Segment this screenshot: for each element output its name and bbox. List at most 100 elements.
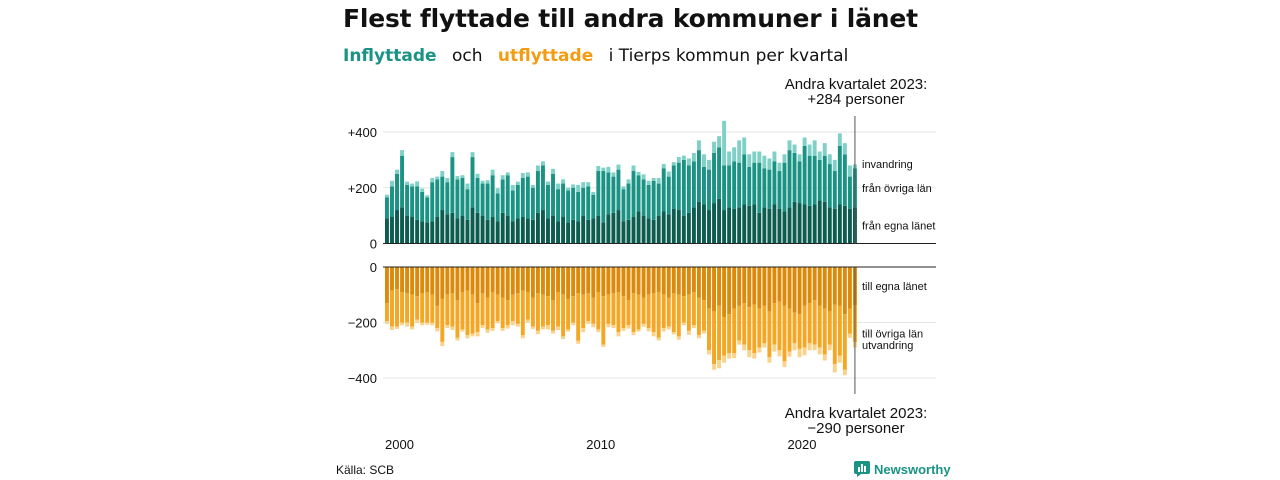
outflow-bar-emigration [460,329,465,332]
inflow-bar-emigration [646,180,651,185]
inflow-bar-emigration [727,151,732,166]
outflow-bar-other_county [792,312,797,344]
inflow-bar-own_county [631,217,636,244]
outflow-bar-own_county [410,267,415,295]
inflow-bar-other_county [837,145,842,205]
inflow-bar-own_county [832,208,837,244]
outflow-bar-own_county [827,267,832,312]
outflow-bar-emigration [656,337,661,341]
outflow-bar-own_county [430,267,435,295]
inflow-bar-emigration [832,159,837,172]
outflow-bar-own_county [470,267,475,295]
inflow-bar-emigration [712,141,716,153]
outflow-bar-other_county [707,308,711,351]
inflow-bar-own_county [777,208,782,244]
outflow-bar-emigration [465,334,470,339]
inflow-bar-emigration [696,140,701,151]
newsworthy-logo[interactable]: Newsworthy [854,461,951,477]
outflow-bar-other_county [641,297,646,324]
inflow-bar-emigration [465,183,470,190]
outflow-bar-other_county [762,305,767,344]
chart-subtitle: Inflyttade och utflyttade i Tierps kommu… [343,46,858,66]
inflow-bar-emigration [777,162,782,172]
inflow-bar-own_county [696,201,701,244]
outflow-bar-emigration [440,341,445,347]
inflow-bar-other_county [556,189,561,222]
inflow-bar-other_county [696,150,701,202]
outflow-bar-own_county [530,267,535,298]
subtitle-och: och [451,46,483,66]
outflow-bar-other_county [591,297,596,324]
inflow-bar-emigration [737,140,742,163]
outflow-bar-other_county [546,296,550,326]
outflow-bar-other_county [696,297,701,335]
inflow-bar-emigration [666,171,671,177]
inflow-bar-emigration [611,172,616,177]
outflow-bar-emigration [556,326,561,330]
inflow-bar-emigration [520,172,525,178]
inflow-bar-emigration [641,174,646,180]
y-tick-label-outflow: −400 [348,371,377,386]
outflow-bar-emigration [767,357,772,363]
inflow-bar-other_county [611,176,616,213]
outflow-bar-emigration [762,343,767,348]
outflow-bar-own_county [616,267,621,292]
inflow-bar-other_county [576,191,581,222]
outflow-bar-own_county [696,267,701,298]
outflow-bar-own_county [420,267,425,294]
outflow-bar-other_county [717,305,722,360]
outflow-bar-other_county [767,311,772,358]
outflow-bar-own_county [737,267,742,306]
inflow-bar-other_county [722,165,727,211]
annotation-bottom-line2: −290 personer [807,420,904,437]
outflow-bar-own_county [772,267,777,304]
inflow-bar-emigration [651,177,656,181]
outflow-bar-emigration [807,343,812,351]
series-label-fran-egna-lanet: från egna länet [862,220,935,232]
outflow-bar-emigration [470,333,475,337]
inflow-bar-emigration [676,157,681,163]
inflow-bar-own_county [525,218,530,244]
outflow-bar-own_county [395,267,399,290]
inflow-bar-emigration [842,143,847,155]
inflow-bar-other_county [676,162,681,211]
inflow-bar-other_county [410,186,415,218]
inflow-bar-emigration [400,150,405,156]
inflow-bar-own_county [747,205,752,244]
inflow-bar-other_county [777,171,782,209]
outflow-bar-other_county [460,291,465,330]
outflow-bar-own_county [500,267,505,298]
outflow-bar-own_county [646,267,651,295]
inflow-bar-other_county [561,183,566,218]
inflow-bar-other_county [641,179,646,216]
outflow-bar-own_county [641,267,646,298]
x-tick-label: 2010 [586,437,615,452]
outflow-bar-other_county [842,314,847,370]
outflow-bar-own_county [732,267,737,309]
inflow-bar-own_county [611,212,616,244]
outflow-bar-other_county [812,300,817,345]
outflow-bar-emigration [571,322,576,326]
inflow-bar-other_county [520,177,525,218]
outflow-bar-emigration [480,325,485,329]
inflow-bar-own_county [797,203,802,244]
inflow-bar-emigration [556,183,561,190]
outflow-bar-emigration [712,364,716,370]
outflow-bar-own_county [626,267,631,301]
outflow-bar-other_county [450,293,455,327]
outflow-bar-emigration [671,332,676,335]
outflow-bar-other_county [410,294,415,327]
outflow-bar-emigration [772,344,777,352]
outflow-bar-other_county [435,305,440,329]
inflow-bar-other_county [691,161,696,208]
newsworthy-logo-icon [854,461,870,477]
inflow-bar-emigration [450,152,455,158]
y-tick-label-inflow: 0 [370,237,377,252]
inflow-bar-other_county [827,164,832,208]
inflow-bar-other_county [415,186,420,220]
outflow-bar-other_county [586,293,591,322]
inflow-bar-own_county [712,203,716,244]
outflow-bar-other_county [415,296,420,320]
outflow-bar-own_county [747,267,752,308]
outflow-bar-own_county [847,267,852,309]
